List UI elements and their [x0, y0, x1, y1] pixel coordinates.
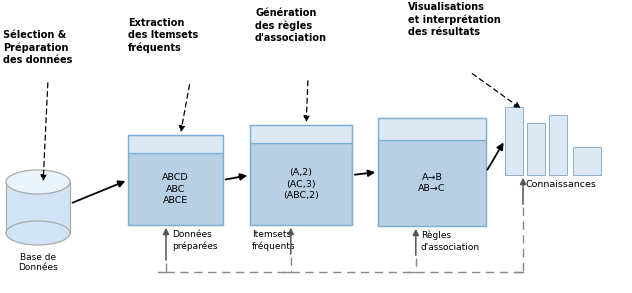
- Text: Données
préparées: Données préparées: [172, 230, 217, 251]
- FancyBboxPatch shape: [527, 123, 545, 175]
- FancyBboxPatch shape: [250, 125, 352, 143]
- Ellipse shape: [6, 170, 70, 194]
- Text: Sélection &
Préparation
des données: Sélection & Préparation des données: [3, 30, 73, 65]
- Text: Visualisations
et interprétation
des résultats: Visualisations et interprétation des rés…: [408, 2, 501, 38]
- FancyBboxPatch shape: [378, 140, 486, 226]
- Text: Base de
Données: Base de Données: [18, 253, 58, 272]
- Text: A→B
AB→C: A→B AB→C: [418, 173, 446, 193]
- FancyBboxPatch shape: [250, 143, 352, 225]
- FancyBboxPatch shape: [573, 147, 601, 175]
- FancyBboxPatch shape: [128, 153, 223, 225]
- FancyBboxPatch shape: [549, 115, 567, 175]
- Ellipse shape: [6, 221, 70, 245]
- Text: Génération
des règles
d'association: Génération des règles d'association: [255, 8, 327, 43]
- FancyBboxPatch shape: [378, 118, 486, 140]
- FancyBboxPatch shape: [128, 135, 223, 153]
- Text: Extraction
des Itemsets
fréquents: Extraction des Itemsets fréquents: [128, 18, 198, 53]
- Text: Connaissances: Connaissances: [525, 180, 596, 189]
- Text: Règles
d'association: Règles d'association: [421, 231, 480, 252]
- Text: (A,2)
(AC,3)
(ABC,2): (A,2) (AC,3) (ABC,2): [283, 168, 319, 200]
- Text: ABCD
ABC
ABCE: ABCD ABC ABCE: [162, 173, 189, 205]
- Text: Itemsets
fréquents: Itemsets fréquents: [252, 230, 296, 251]
- FancyBboxPatch shape: [505, 107, 523, 175]
- Polygon shape: [6, 182, 70, 233]
